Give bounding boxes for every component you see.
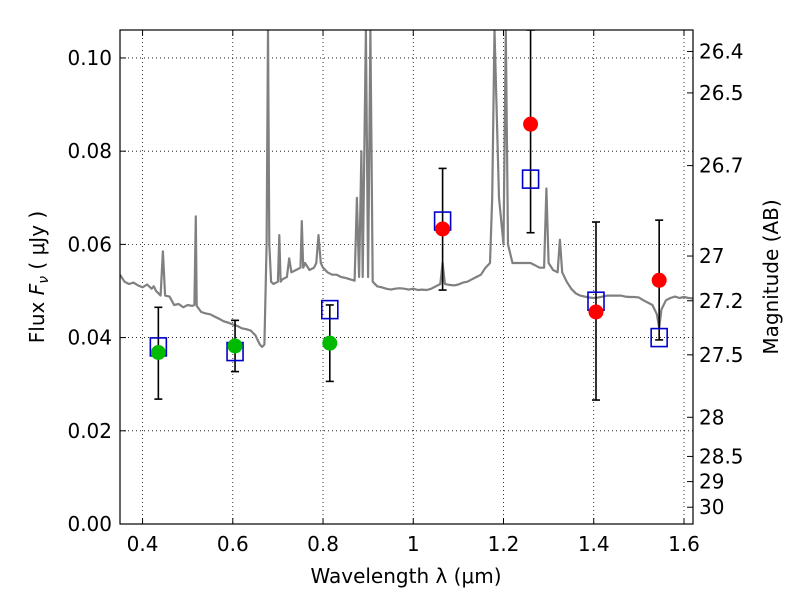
y2-tick-label: 26.7 xyxy=(699,154,744,178)
y2-tick-label: 26.4 xyxy=(699,39,744,63)
plot-frame xyxy=(119,29,694,525)
y-tick-label: 0.02 xyxy=(67,419,112,443)
y2-tick-label: 28.5 xyxy=(699,444,744,468)
y2-tick-label: 28 xyxy=(699,405,724,429)
observed-point-green xyxy=(322,335,338,351)
y-tick-label: 0.10 xyxy=(67,46,112,70)
y-tick-label: 0.04 xyxy=(67,326,112,350)
gridlines xyxy=(120,30,693,525)
x-tick-label: 1.6 xyxy=(668,532,700,556)
y2-tick-label: 29 xyxy=(699,470,724,494)
model-flux-box xyxy=(521,169,540,189)
observed-point-red xyxy=(588,304,604,320)
template-spectrum-line xyxy=(120,30,693,348)
observed-point-green xyxy=(227,338,243,354)
observed-point-green xyxy=(150,344,166,360)
x-tick-label: 1.4 xyxy=(578,532,610,556)
x-tick-label: 0.4 xyxy=(127,532,159,556)
x-tick-label: 0.8 xyxy=(307,532,339,556)
observed-point-red xyxy=(523,116,539,132)
observed-point-red xyxy=(651,272,667,288)
x-tick-label: 1 xyxy=(407,532,420,556)
y2-tick-label: 27 xyxy=(699,244,724,268)
x-tick-label: 1.2 xyxy=(488,532,520,556)
model-flux-box xyxy=(320,299,339,320)
y2-tick-label: 27.2 xyxy=(699,289,744,313)
model-flux-box xyxy=(650,327,668,348)
y2-axis-label: Magnitude (AB) xyxy=(759,199,783,354)
y-tick-label: 0.06 xyxy=(67,232,112,256)
y-tick-label: 0.08 xyxy=(67,139,112,163)
plot-data xyxy=(120,30,693,401)
axis-ticks: 0.4 0.6 0.8 1 1.2 1.4 1.6 0.00 0.02 0.04 0.06 0.08 0… xyxy=(67,30,744,556)
y2-tick-label: 30 xyxy=(699,495,724,519)
observed-point-red xyxy=(435,221,451,237)
y2-tick-label: 26.5 xyxy=(699,81,744,105)
x-axis-label: Wavelength λ (μm) xyxy=(310,564,501,588)
x-tick-label: 0.6 xyxy=(217,532,249,556)
y-axis-label: Flux Fν ( μJy ) xyxy=(25,211,52,343)
y2-tick-label: 27.5 xyxy=(699,343,744,367)
y-tick-label: 0.00 xyxy=(67,512,112,536)
